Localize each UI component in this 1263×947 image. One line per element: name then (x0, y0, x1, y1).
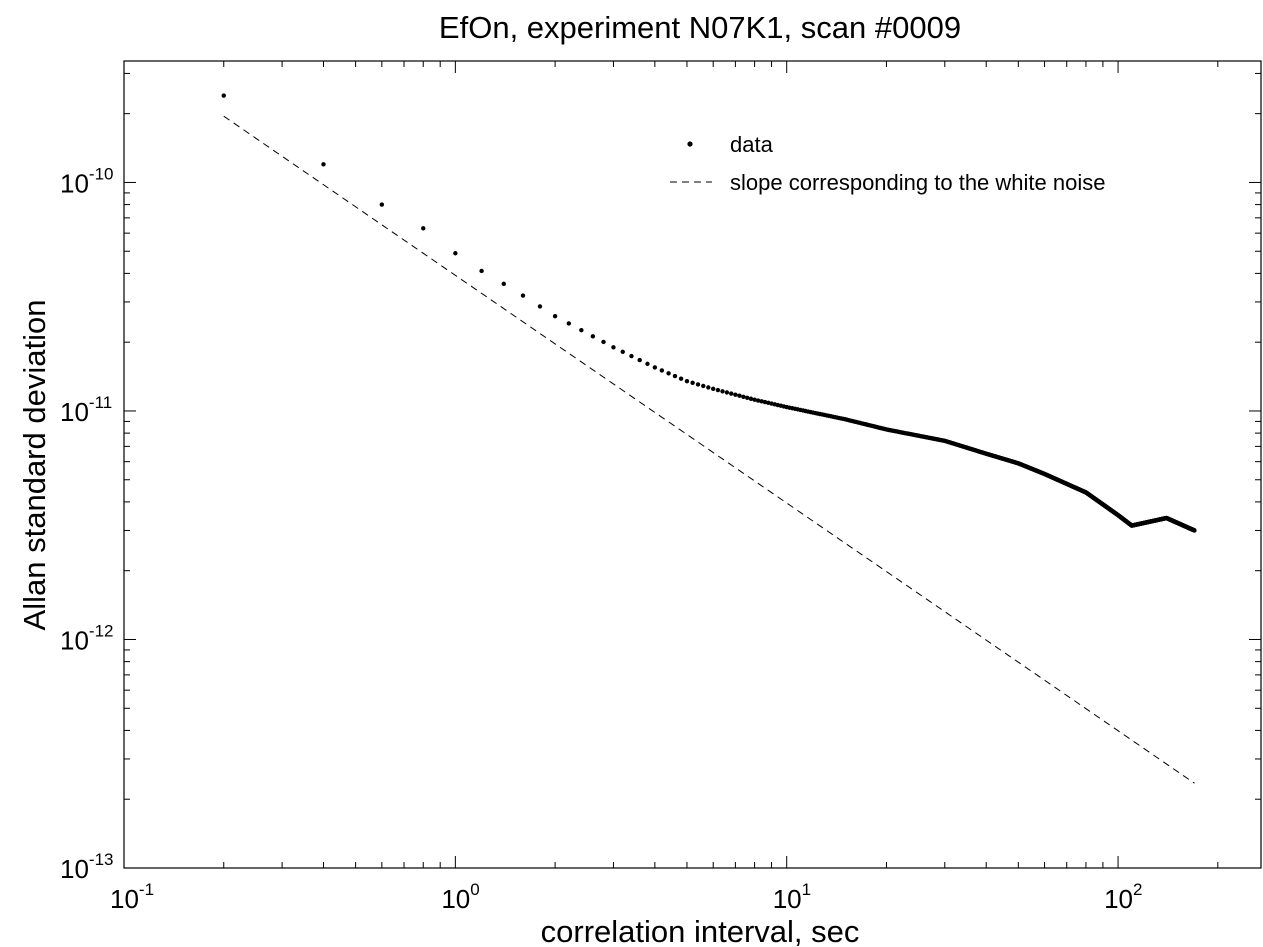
x-tick-label: 10-1 (110, 880, 154, 914)
data-point (379, 202, 385, 207)
data-point (695, 382, 701, 387)
data-point (479, 268, 484, 274)
legend-data-label: data (730, 132, 774, 157)
data-point (748, 396, 754, 401)
data-point (762, 399, 768, 405)
data-point (579, 327, 584, 333)
data-point (715, 387, 721, 393)
data-point (755, 398, 761, 403)
x-tick-label: 101 (773, 880, 811, 914)
data-point (724, 390, 730, 395)
y-axis-label: Allan standard deviation (17, 300, 52, 631)
data-point (701, 383, 706, 389)
data-point (741, 394, 746, 399)
data-point (1192, 528, 1197, 533)
x-tick-label: 102 (1104, 880, 1142, 914)
chart-title: EfOn, experiment N07K1, scan #0009 (439, 10, 961, 45)
data-point (501, 281, 506, 287)
y-tick-label: 10-12 (60, 621, 114, 655)
data-point (659, 368, 665, 373)
data-point (752, 397, 757, 402)
data-point (321, 162, 326, 167)
data-point (652, 365, 658, 370)
data-point (566, 321, 572, 326)
y-tick-labels: 10-10 10-11 10-12 10-13 (60, 164, 114, 884)
data-point (684, 378, 690, 384)
data-point (620, 349, 625, 354)
x-tick-labels: 10-1 100 101 102 (110, 880, 1142, 914)
legend-slope-label: slope corresponding to the white noise (730, 170, 1105, 195)
data-point (421, 226, 426, 231)
data-point (690, 380, 695, 386)
data-point (737, 393, 742, 398)
data-points (221, 93, 1197, 533)
data-point (706, 385, 711, 390)
white-noise-slope-layer (223, 115, 1195, 784)
data-point (720, 389, 725, 394)
data-point (678, 376, 684, 381)
data-point (637, 357, 642, 363)
data-point (745, 395, 750, 400)
data-point (601, 339, 606, 345)
data-point (221, 93, 226, 98)
data-point (537, 304, 543, 309)
plot-frame (123, 60, 1262, 869)
white-noise-slope-line (223, 115, 1195, 784)
axis-ticks (123, 61, 1261, 869)
data-point (759, 399, 764, 404)
data-point (666, 371, 671, 376)
y-tick-label: 10-13 (60, 850, 114, 884)
data-point (711, 386, 716, 392)
data-point (629, 353, 634, 359)
data-point (611, 345, 616, 350)
data-point (453, 251, 458, 256)
data-point (729, 391, 734, 396)
data-point (645, 361, 650, 367)
data-point (672, 373, 678, 379)
y-tick-label: 10-11 (60, 393, 112, 427)
data-point (552, 313, 558, 319)
x-tick-label: 100 (441, 880, 479, 914)
data-point (733, 392, 738, 397)
x-axis-label: correlation interval, sec (541, 914, 860, 947)
legend-data-marker (687, 141, 693, 147)
y-tick-label: 10-10 (60, 164, 114, 198)
data-point (520, 293, 526, 298)
legend: data slope corresponding to the white no… (670, 132, 1105, 195)
data-point (590, 334, 596, 339)
